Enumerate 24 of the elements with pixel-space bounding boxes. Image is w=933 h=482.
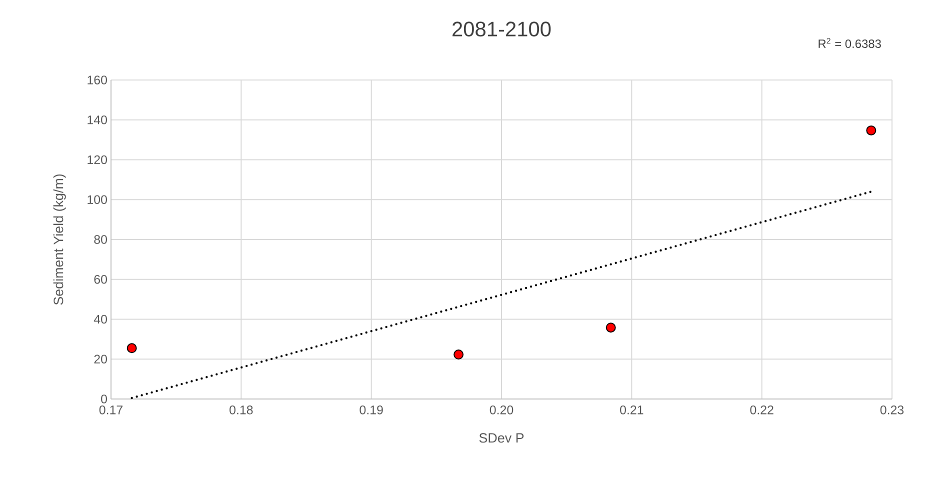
point [126,343,137,354]
x-tick-label: 0.18 [230,406,253,414]
point [866,125,876,136]
y-tick-label: 80 [94,235,107,244]
y-tick-label: 160 [88,76,107,84]
x-tick-label: 0.19 [360,406,383,414]
y-axis-title: Sediment Yield (kg/m) [53,174,66,305]
x-axis-title: SDev P [479,433,524,443]
x-tick-label: 0.17 [99,406,122,414]
x-tick-label: 0.22 [750,406,774,414]
text: R$^{2}$ = 0.6383 [818,38,881,48]
x-tick-label: 0.23 [880,406,904,414]
y-tick-label: 20 [94,354,107,364]
point [606,322,616,333]
y-tick-label: 120 [88,155,107,164]
y-tick-label: 100 [88,195,107,204]
y-tick-label: 60 [94,274,107,284]
point [454,350,464,360]
x-tick-label: 0.20 [490,406,514,414]
x-tick-label: 0.21 [620,406,644,414]
y-tick-label: 0 [101,394,107,404]
y-tick-label: 140 [88,115,107,124]
y-tick-label: 40 [94,314,107,324]
chart-title: 2081-2100 [452,22,551,36]
